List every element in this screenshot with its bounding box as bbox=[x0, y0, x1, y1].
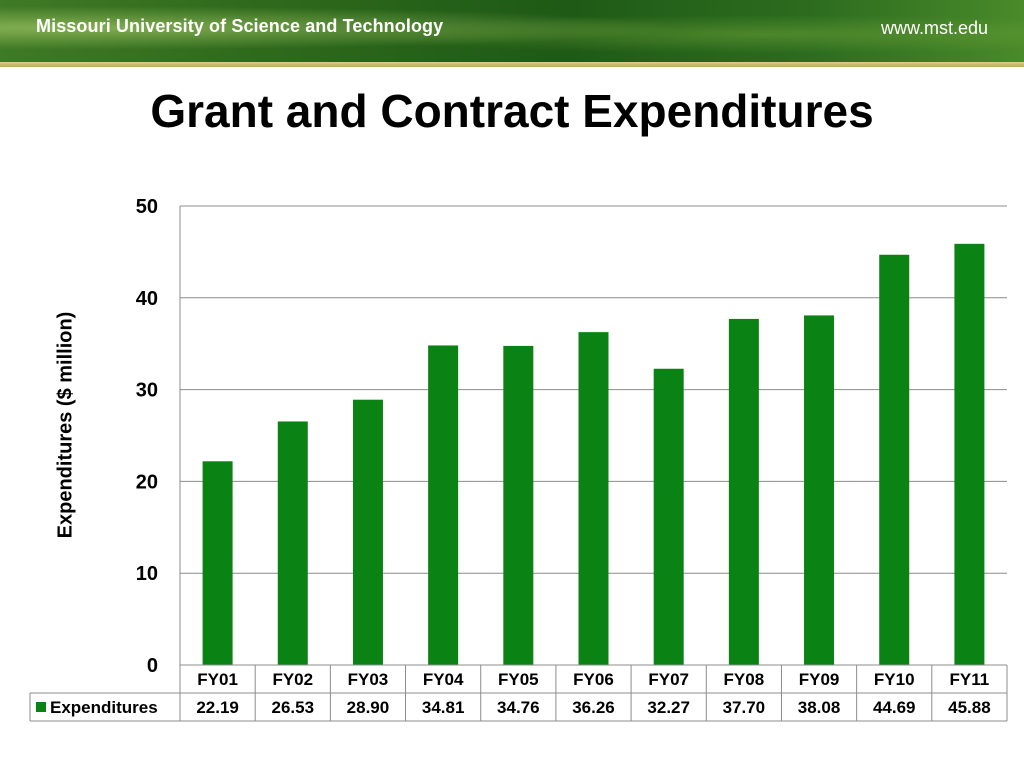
data-label: 28.90 bbox=[347, 698, 390, 717]
x-category-label: FY06 bbox=[573, 670, 614, 689]
data-label: 26.53 bbox=[271, 698, 314, 717]
data-label: 38.08 bbox=[798, 698, 841, 717]
x-category-label: FY05 bbox=[498, 670, 539, 689]
y-tick-label: 0 bbox=[147, 655, 158, 677]
x-category-label: FY09 bbox=[799, 670, 840, 689]
x-category-label: FY04 bbox=[423, 670, 464, 689]
legend-key bbox=[36, 702, 46, 712]
y-tick-label: 50 bbox=[136, 196, 158, 218]
slide-title: Grant and Contract Expenditures bbox=[150, 85, 874, 137]
x-category-label: FY08 bbox=[724, 670, 765, 689]
website-url: www.mst.edu bbox=[880, 18, 988, 38]
x-category-label: FY01 bbox=[197, 670, 238, 689]
data-label: 32.27 bbox=[647, 698, 690, 717]
data-label: 34.76 bbox=[497, 698, 540, 717]
bar bbox=[428, 345, 459, 665]
y-tick-label: 30 bbox=[136, 380, 158, 402]
bar bbox=[653, 368, 684, 665]
y-tick-label: 20 bbox=[136, 471, 158, 493]
bar bbox=[202, 461, 233, 665]
header-stripe bbox=[0, 62, 1024, 67]
y-tick-label: 40 bbox=[136, 288, 158, 310]
bar bbox=[879, 254, 910, 666]
bar bbox=[728, 318, 759, 665]
bar bbox=[804, 315, 835, 665]
university-name: Missouri University of Science and Techn… bbox=[36, 16, 444, 36]
x-category-label: FY02 bbox=[272, 670, 313, 689]
bar bbox=[954, 243, 985, 665]
data-label: 37.70 bbox=[723, 698, 766, 717]
data-label: 34.81 bbox=[422, 698, 465, 717]
y-tick-label: 10 bbox=[136, 563, 158, 585]
bar bbox=[277, 421, 308, 665]
data-label: 36.26 bbox=[572, 698, 615, 717]
bar bbox=[352, 399, 383, 665]
bar bbox=[578, 332, 609, 665]
data-label: 22.19 bbox=[196, 698, 239, 717]
x-category-label: FY11 bbox=[950, 670, 990, 689]
data-label: 44.69 bbox=[873, 698, 916, 717]
data-label: 45.88 bbox=[948, 698, 991, 717]
series-name-label: Expenditures bbox=[50, 698, 158, 717]
x-category-label: FY10 bbox=[874, 670, 915, 689]
bar bbox=[503, 345, 534, 665]
header-banner bbox=[0, 0, 1024, 62]
x-category-label: FY07 bbox=[648, 670, 689, 689]
x-category-label: FY03 bbox=[348, 670, 389, 689]
